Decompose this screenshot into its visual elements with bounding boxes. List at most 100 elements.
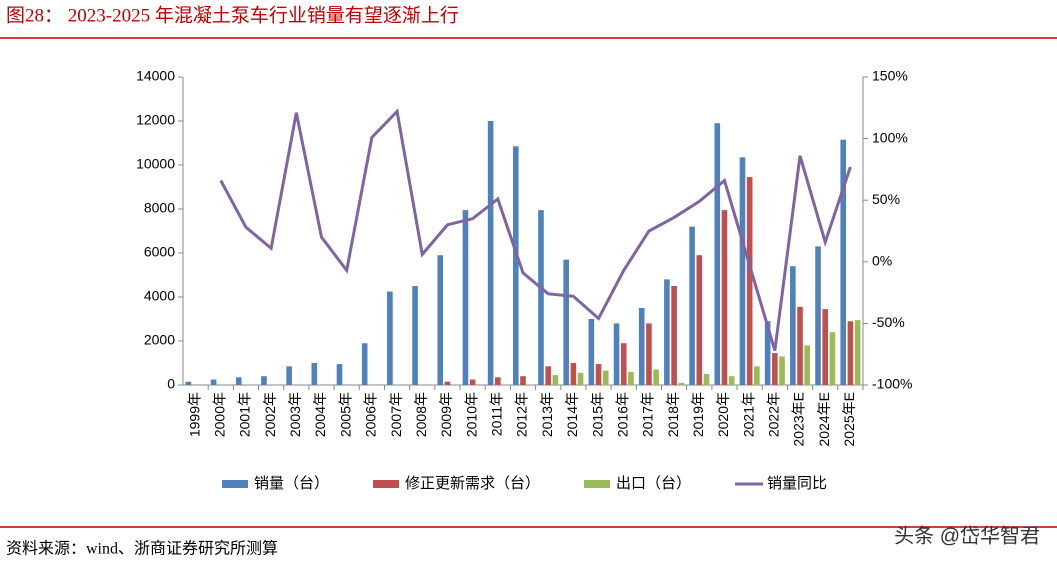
bar xyxy=(829,332,836,385)
bar xyxy=(545,366,551,385)
bar xyxy=(570,363,577,385)
x-tick-label: 2018年 xyxy=(665,392,681,437)
bar xyxy=(588,319,595,385)
bar xyxy=(495,377,501,385)
bar xyxy=(577,372,584,385)
bar xyxy=(664,279,670,385)
x-tick-label: 2012年 xyxy=(514,392,530,437)
x-tick-label: 2004年 xyxy=(312,392,328,437)
y2-tick-label: 0% xyxy=(872,253,892,269)
bar xyxy=(286,366,292,385)
y-tick-label: 12000 xyxy=(136,112,175,128)
bar xyxy=(779,356,785,385)
x-tick-label: 2025年E xyxy=(841,392,857,446)
legend-swatch xyxy=(222,480,248,488)
bar xyxy=(613,323,620,385)
y-tick-label: 8000 xyxy=(144,200,175,216)
x-tick-label: 2023年E xyxy=(791,392,807,446)
bar xyxy=(412,286,418,385)
bar xyxy=(689,226,695,385)
bar xyxy=(815,246,821,385)
x-tick-label: 2015年 xyxy=(589,392,605,437)
legend-label: 出口（台） xyxy=(616,475,691,492)
bar xyxy=(721,210,728,385)
bar xyxy=(210,379,217,385)
y2-tick-label: 50% xyxy=(872,191,900,207)
y-tick-label: 4000 xyxy=(144,288,175,304)
bar xyxy=(746,177,753,385)
x-tick-label: 2017年 xyxy=(640,392,656,437)
bar xyxy=(854,320,861,385)
x-tick-label: 2019年 xyxy=(690,392,706,437)
bar xyxy=(462,210,469,385)
bar xyxy=(487,121,494,385)
bar xyxy=(520,376,526,385)
x-tick-label: 2011年 xyxy=(489,392,505,436)
legend-swatch xyxy=(373,480,400,488)
bar xyxy=(595,364,602,385)
x-tick-label: 2010年 xyxy=(463,392,479,437)
x-tick-label: 2020年 xyxy=(715,392,731,437)
y-tick-label: 2000 xyxy=(144,332,175,348)
bar xyxy=(235,377,242,385)
bar xyxy=(628,371,634,385)
legend-label: 修正更新需求（台） xyxy=(405,475,540,492)
bar xyxy=(703,374,710,385)
bar xyxy=(185,381,192,385)
x-tick-label: 2006年 xyxy=(363,392,379,437)
y2-tick-label: 150% xyxy=(872,68,908,84)
x-tick-label: 2000年 xyxy=(211,392,227,437)
x-tick-label: 2005年 xyxy=(337,392,353,437)
bar xyxy=(361,343,368,385)
bar xyxy=(671,286,677,385)
x-tick-label: 2002年 xyxy=(262,392,278,437)
bar xyxy=(646,323,652,385)
bar xyxy=(552,375,559,385)
y-tick-label: 14000 xyxy=(136,68,175,84)
y2-tick-label: -100% xyxy=(872,376,912,392)
bar xyxy=(437,255,444,385)
x-tick-label: 2014年 xyxy=(564,392,580,437)
line xyxy=(219,108,852,351)
y-tick-label: 6000 xyxy=(144,244,175,260)
source: 资料来源：wind、浙商证券研究所测算 xyxy=(6,539,278,558)
bar xyxy=(754,366,760,385)
x-tick-label: 2008年 xyxy=(413,392,429,437)
bar xyxy=(653,369,659,385)
x-tick-label: 2001年 xyxy=(237,392,253,437)
y-tick-label: 10000 xyxy=(136,156,175,172)
bar xyxy=(797,306,803,385)
bar xyxy=(840,139,847,385)
title: 图28： 2023-2025 年混凝土泵车行业销量有望逐渐上行 xyxy=(6,4,459,26)
x-tick-label: 2022年 xyxy=(766,392,782,437)
bar xyxy=(764,321,771,385)
x-tick-label: 2021年 xyxy=(740,392,756,437)
x-tick-label: 2013年 xyxy=(539,392,555,437)
bar xyxy=(620,343,627,385)
bar xyxy=(728,376,735,385)
bar xyxy=(790,266,796,385)
bar xyxy=(336,364,343,385)
bar xyxy=(739,157,746,385)
bar xyxy=(804,345,811,385)
y-tick-label: 0 xyxy=(167,376,175,392)
bar xyxy=(387,291,393,385)
x-tick-label: 2003年 xyxy=(287,392,303,437)
x-tick-label: 2024年E xyxy=(816,392,832,446)
bar xyxy=(563,259,569,385)
bar xyxy=(822,309,829,385)
legend-label: 销量同比 xyxy=(767,475,827,492)
watermark: 头条 @岱华智君 xyxy=(894,524,1040,547)
y2-tick-label: -50% xyxy=(872,314,905,330)
bar xyxy=(444,381,451,385)
legend-swatch xyxy=(584,480,611,488)
bar xyxy=(696,255,703,385)
bar xyxy=(772,353,778,385)
bar xyxy=(638,308,645,385)
bar xyxy=(538,210,544,385)
bar xyxy=(513,146,519,385)
bar xyxy=(847,321,854,385)
x-tick-label: 2016年 xyxy=(614,392,630,437)
bar xyxy=(678,382,685,385)
